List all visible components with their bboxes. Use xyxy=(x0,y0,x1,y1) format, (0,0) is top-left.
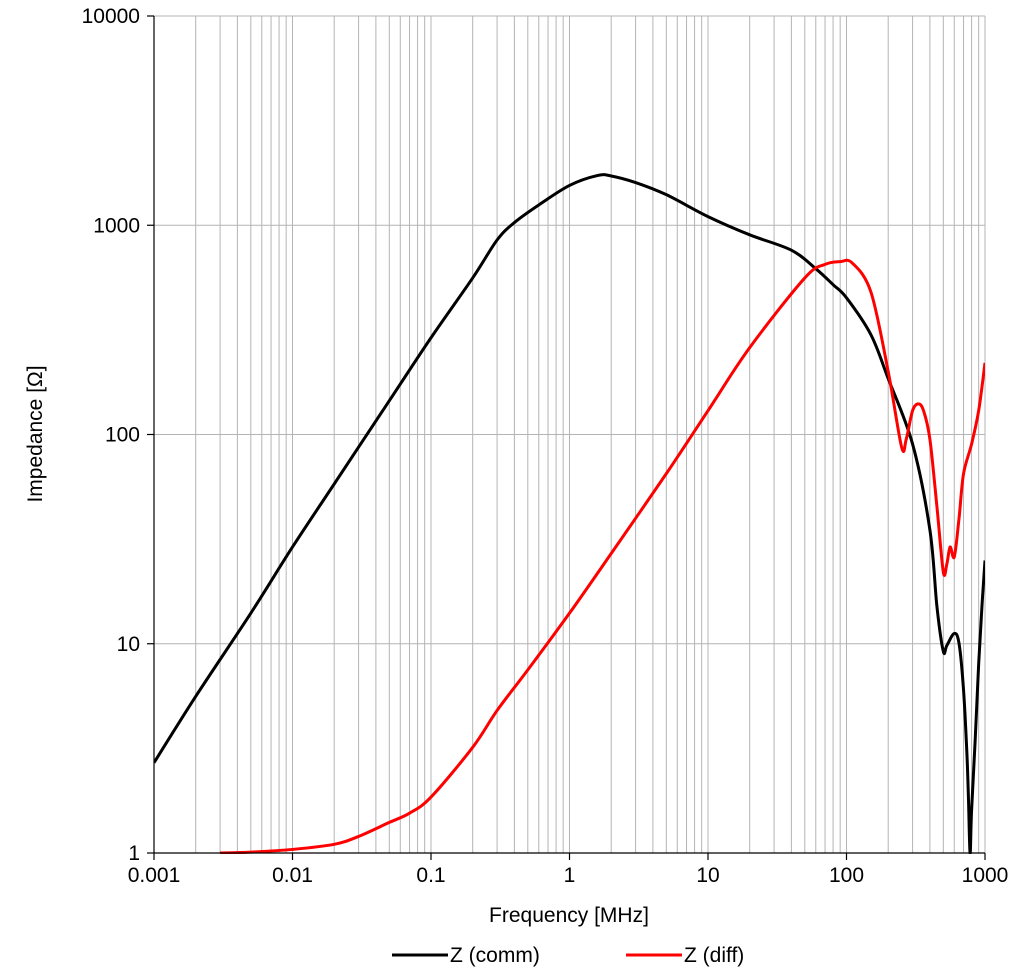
y-tick-label: 1 xyxy=(128,842,140,865)
x-tick-label: 1 xyxy=(564,864,576,887)
series-line-z-comm xyxy=(154,173,985,854)
tick-labels: 0.001 0.01 0.1 1 10 100 1000 1 10 100 1000 10000 xyxy=(82,5,1009,887)
y-tick-label: 10 xyxy=(117,633,140,656)
x-tick-label: 10 xyxy=(696,864,719,887)
x-tick-label: 0.1 xyxy=(416,864,445,887)
x-tick-label: 0.01 xyxy=(272,864,313,887)
axes xyxy=(147,15,986,860)
y-tick-label: 10000 xyxy=(82,5,140,28)
x-tick-label: 0.001 xyxy=(128,864,181,887)
legend: Z (comm) Z (diff) xyxy=(392,944,744,967)
legend-label: Z (comm) xyxy=(450,944,540,967)
y-tick-label: 100 xyxy=(105,424,140,447)
y-axis-title: Impedance [Ω] xyxy=(24,365,47,502)
x-axis-title: Frequency [MHz] xyxy=(489,904,649,927)
grid xyxy=(154,15,986,853)
y-tick-label: 1000 xyxy=(93,214,140,237)
series-line-z-diff xyxy=(220,258,985,854)
x-tick-label: 100 xyxy=(829,864,864,887)
x-tick-label: 1000 xyxy=(962,864,1009,887)
legend-label: Z (diff) xyxy=(684,944,744,967)
series-layer xyxy=(154,173,985,854)
